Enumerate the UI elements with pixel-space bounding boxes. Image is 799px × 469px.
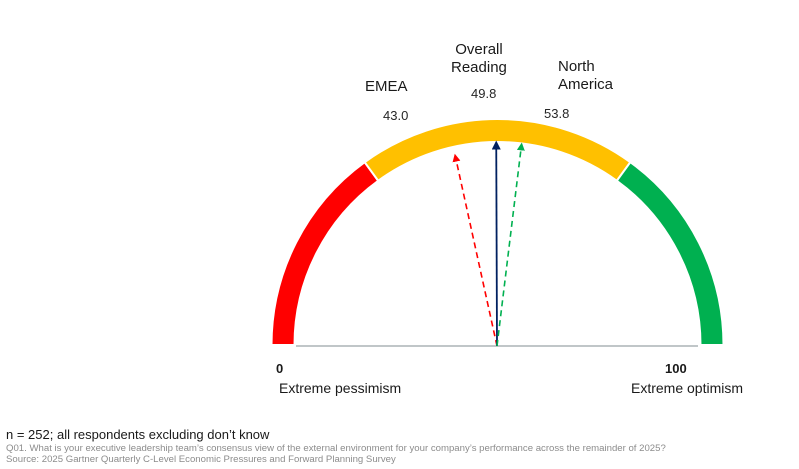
na-line1: North bbox=[558, 58, 595, 75]
axis-max-caption: Extreme optimism bbox=[631, 380, 744, 396]
gauge-needles bbox=[452, 140, 525, 347]
emea-name: EMEA bbox=[365, 78, 408, 95]
needle-overall-reading bbox=[491, 140, 501, 347]
emea-value: 43.0 bbox=[383, 108, 409, 123]
axis-min: 0 bbox=[276, 361, 284, 376]
axis-min-caption: Extreme pessimism bbox=[279, 380, 402, 396]
north-america-value: 53.8 bbox=[544, 106, 570, 121]
overall-label: Overall Reading bbox=[451, 41, 507, 77]
gauge-band-pessimism bbox=[270, 160, 380, 346]
overall-line1: Overall bbox=[455, 41, 503, 58]
gauge-band-optimism bbox=[615, 160, 725, 346]
gauge-bands bbox=[270, 118, 725, 346]
overall-line2: Reading bbox=[451, 59, 507, 76]
needle-north-america bbox=[496, 142, 525, 347]
question-text: Q01. What is your executive leadership t… bbox=[6, 443, 666, 454]
gauge-band-neutral bbox=[363, 118, 632, 183]
needle-emea bbox=[452, 153, 498, 347]
overall-value: 49.8 bbox=[471, 86, 497, 101]
na-line2: America bbox=[558, 76, 614, 93]
source-text: Source: 2025 Gartner Quarterly C-Level E… bbox=[6, 454, 396, 465]
sample-size-note: n = 252; all respondents excluding don’t… bbox=[6, 427, 270, 442]
axis-max: 100 bbox=[665, 361, 687, 376]
north-america-label: North America bbox=[558, 58, 613, 94]
emea-label: EMEA bbox=[365, 78, 408, 96]
